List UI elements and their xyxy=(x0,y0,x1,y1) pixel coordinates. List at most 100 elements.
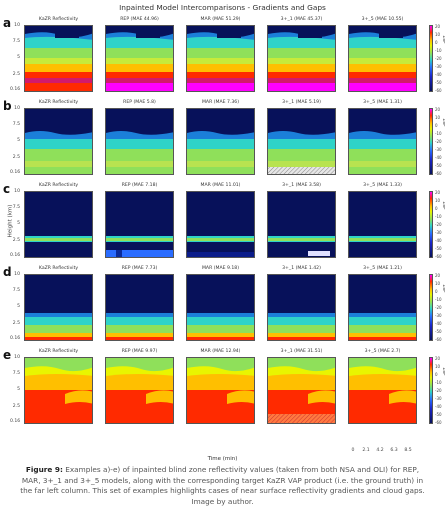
panel-row: e 10 7.5 5 2.5 0.16 KaZR Reflectivity REP (MAE … xyxy=(0,348,445,427)
row-label: e xyxy=(3,348,12,362)
x-axis-label: Time (min) xyxy=(207,456,238,462)
reflectivity-panel xyxy=(186,357,255,424)
reflectivity-panel xyxy=(186,274,255,341)
reflectivity-panel xyxy=(105,357,174,424)
colorbar-tick: 10 xyxy=(435,115,441,120)
colorbar xyxy=(429,357,433,424)
x-tick: 8.5 xyxy=(404,448,412,453)
reflectivity-panel xyxy=(186,25,255,92)
reflectivity-panel xyxy=(348,25,417,92)
y-tick: 7.5 xyxy=(12,205,20,210)
colorbar-tick: 10 xyxy=(435,364,441,369)
colorbar-tick: -20 xyxy=(435,56,442,61)
colorbar xyxy=(429,108,433,175)
panel-title: 3+_1 (MAE 45.37) xyxy=(280,17,323,22)
panel-row: c 10 7.5 5 2.5 0.16 KaZR Reflectivity REP (MAE … xyxy=(0,182,445,261)
colorbar-tick: -60 xyxy=(435,337,442,342)
y-tick: 7.5 xyxy=(12,122,20,127)
colorbar-tick: -30 xyxy=(435,147,442,152)
reflectivity-panel xyxy=(267,25,336,92)
panel-title: MAR (MAE 11.01) xyxy=(200,183,241,188)
colorbar-tick: 20 xyxy=(435,24,441,29)
panel-title: REP (MAE 5.8) xyxy=(123,100,156,105)
y-tick: 10 xyxy=(14,189,20,194)
colorbar-tick: 0 xyxy=(435,372,438,377)
colorbar-tick: 10 xyxy=(435,198,441,203)
colorbar xyxy=(429,191,433,258)
colorbar-tick: -40 xyxy=(435,321,442,326)
colorbar-tick: -30 xyxy=(435,230,442,235)
colorbar xyxy=(429,25,433,92)
row-label: b xyxy=(3,99,12,113)
reflectivity-panel xyxy=(267,357,336,424)
reflectivity-panel xyxy=(348,191,417,258)
panel-title: MAR (MAE 51.29) xyxy=(200,17,241,22)
y-tick: 0.16 xyxy=(10,336,21,341)
panel-title: 3+_5 (MAE 1.31) xyxy=(363,100,402,105)
colorbar-tick: -30 xyxy=(435,313,442,318)
colorbar-tick: 20 xyxy=(435,356,441,361)
y-tick: 10 xyxy=(14,23,20,28)
colorbar-tick: -50 xyxy=(435,412,442,417)
panel-title: 3+_1 (MAE 1.42) xyxy=(282,266,321,271)
panel-title: 3+_5 (MAE 10.55) xyxy=(361,17,404,22)
panel-title: REP (MAE 44.96) xyxy=(120,17,159,22)
y-tick: 2.5 xyxy=(12,155,20,160)
y-tick: 7.5 xyxy=(12,288,20,293)
colorbar-tick: 20 xyxy=(435,190,441,195)
colorbar-tick: -50 xyxy=(435,80,442,85)
caption-text: Examples a)-e) of inpainted blind zone r… xyxy=(20,465,425,506)
colorbar-tick: -30 xyxy=(435,64,442,69)
reflectivity-panel xyxy=(267,191,336,258)
colorbar-tick: -20 xyxy=(435,305,442,310)
panel-title: KaZR Reflectivity xyxy=(38,266,79,271)
reflectivity-panel xyxy=(267,274,336,341)
colorbar-tick: -40 xyxy=(435,238,442,243)
panel-title: 3+_5 (MAE 2.7) xyxy=(364,349,401,354)
panel-row: a 10 7.5 5 2.5 0.16 KaZR Reflectivity REP (MAE … xyxy=(0,16,445,95)
colorbar-tick: -60 xyxy=(435,88,442,93)
panel-title: KaZR Reflectivity xyxy=(38,183,79,188)
colorbar-tick: 0 xyxy=(435,40,438,45)
panel-title: 3+_1 (MAE 5.19) xyxy=(282,100,321,105)
y-tick: 0.16 xyxy=(10,253,21,258)
panel-title: 3+_1 (MAE 3.58) xyxy=(282,183,321,188)
y-tick: 7.5 xyxy=(12,371,20,376)
y-tick: 5 xyxy=(17,304,20,309)
panel-row: d 10 7.5 5 2.5 0.16 KaZR Reflectivity REP (MAE … xyxy=(0,265,445,344)
x-tick: 0 xyxy=(351,448,355,453)
reflectivity-panel xyxy=(348,108,417,175)
colorbar-tick: 0 xyxy=(435,123,438,128)
colorbar-tick: -10 xyxy=(435,131,442,136)
reflectivity-panel xyxy=(105,274,174,341)
panel-title: MAR (MAE 9.18) xyxy=(201,266,240,271)
caption-label: Figure 9: xyxy=(25,465,63,474)
panel-title: 3+_5 (MAE 1.33) xyxy=(363,183,402,188)
reflectivity-panel xyxy=(105,108,174,175)
colorbar-tick: -60 xyxy=(435,420,442,425)
colorbar-tick: -60 xyxy=(435,254,442,259)
panel-row: b 10 7.5 5 2.5 0.16 KaZR Reflectivity REP (MAE … xyxy=(0,99,445,178)
x-tick: 4.2 xyxy=(376,448,384,453)
y-tick: 0.16 xyxy=(10,419,21,424)
y-tick: 0.16 xyxy=(10,87,21,92)
y-tick: 10 xyxy=(14,106,20,111)
colorbar-tick: -10 xyxy=(435,380,442,385)
colorbar-tick: -20 xyxy=(435,139,442,144)
reflectivity-panel xyxy=(186,191,255,258)
y-tick: 5 xyxy=(17,55,20,60)
colorbar-tick: 10 xyxy=(435,281,441,286)
x-tick: 6.3 xyxy=(390,448,398,453)
reflectivity-panel xyxy=(105,25,174,92)
y-tick: 10 xyxy=(14,272,20,277)
y-tick: 0.16 xyxy=(10,170,21,175)
panel-title: KaZR Reflectivity xyxy=(38,100,79,105)
panel-title: REP (MAE 9.97) xyxy=(121,349,158,354)
colorbar-tick: 20 xyxy=(435,273,441,278)
reflectivity-panel xyxy=(186,108,255,175)
panel-title: MAR (MAE 7.36) xyxy=(201,100,240,105)
y-tick: 5 xyxy=(17,138,20,143)
colorbar-tick: -10 xyxy=(435,48,442,53)
row-label: c xyxy=(3,182,11,196)
reflectivity-panel xyxy=(267,108,336,175)
